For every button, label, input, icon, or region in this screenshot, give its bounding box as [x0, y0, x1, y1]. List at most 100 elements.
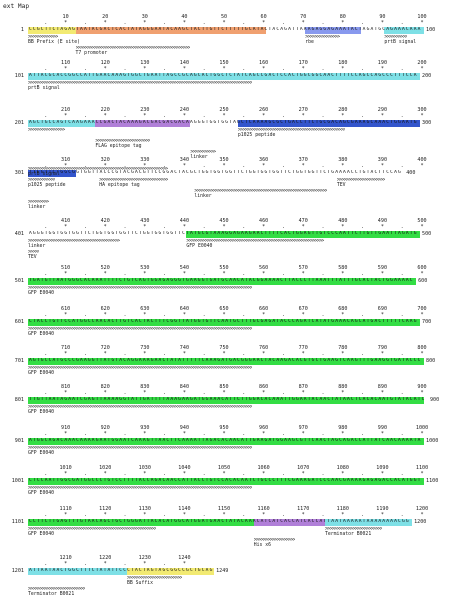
- ruler-minor-tick: .: [163, 163, 167, 169]
- ruler-tick-label: 370: [298, 157, 308, 163]
- feature-highlight-bar: [28, 519, 413, 526]
- end-position: 600: [418, 278, 428, 284]
- feature-arrow: >>>>>>>>>>>>>>>>>>>>>>>>: [95, 139, 151, 144]
- ruler-tick-mark: *: [341, 224, 345, 230]
- ruler-minor-tick: .: [281, 431, 285, 437]
- feature-highlight-rbe: [305, 27, 361, 34]
- ruler-minor-tick: .: [361, 390, 365, 396]
- sequence-row: 1210 *. 1220 *. 1230 *. 1240 *. 1201 ATTAATAACTGG…: [4, 555, 456, 603]
- ruler-tick-label: 1240: [178, 555, 191, 561]
- feature-highlight-bar: [28, 73, 421, 80]
- ruler-minor-tick: .: [123, 390, 127, 396]
- ruler-tick-mark: *: [301, 312, 305, 318]
- ruler-minor-tick: .: [400, 224, 404, 230]
- ruler-tick-mark: *: [262, 512, 266, 518]
- ruler-minor-tick: .: [361, 431, 365, 437]
- ruler-tick-label: 940: [179, 425, 190, 431]
- ruler-tick-mark: *: [262, 66, 266, 72]
- ruler-minor-tick: .: [242, 163, 246, 169]
- feature-arrow: >>>>>>>>>>>>>>>>>>>>>>>>>>>>>>>>>>>>>>>>…: [28, 486, 253, 491]
- ruler-minor-tick: .: [83, 431, 87, 437]
- ruler-tick-label: 130: [140, 60, 150, 66]
- ruler-tick-mark: *: [341, 113, 345, 119]
- ruler-tick-label: 1230: [138, 555, 151, 561]
- ruler-tick-mark: *: [64, 512, 68, 518]
- dna-sequence: ATGGCAGACAAACAAAAGAATGGAATCAAAGTTAACTTCA…: [29, 438, 422, 443]
- end-position: 300: [422, 120, 432, 126]
- feature-label: prtB signal: [28, 86, 60, 91]
- ruler-minor-tick: .: [242, 271, 246, 277]
- ruler-minor-tick: .: [400, 66, 404, 72]
- ruler-tick-mark: *: [420, 163, 424, 169]
- ruler-tick-label: 110: [61, 60, 71, 66]
- feature-label: linker: [194, 194, 212, 199]
- ruler-minor-tick: .: [281, 224, 285, 230]
- ruler-tick-mark: *: [262, 20, 266, 26]
- ruler-minor-tick: .: [163, 20, 167, 26]
- feature-label: prtB signal: [28, 172, 60, 177]
- position-ruler: 310 *. 320 *. 330 *. 340 *. 350 *. 360 *. 370 *. 380 *.…: [28, 157, 426, 171]
- ruler-tick-label: 430: [140, 218, 150, 224]
- ruler-minor-tick: .: [281, 390, 285, 396]
- ruler-tick-mark: *: [103, 271, 107, 277]
- ruler-minor-tick: .: [163, 561, 167, 567]
- position-ruler: 1010 *. 1020 *. 1030 *. 1040 *. 1050 *. 1060 *. 1070…: [28, 465, 428, 479]
- ruler-minor-tick: .: [321, 390, 325, 396]
- ruler-minor-tick: .: [83, 351, 87, 357]
- ruler-tick-label: 150: [219, 60, 229, 66]
- ruler-tick-mark: *: [143, 113, 147, 119]
- ruler-minor-tick: .: [123, 113, 127, 119]
- ruler-minor-tick: .: [361, 471, 365, 477]
- ruler-tick-label: 760: [259, 345, 269, 351]
- ruler-minor-tick: .: [202, 351, 206, 357]
- ruler-tick-label: 30: [141, 14, 148, 20]
- ruler-tick-mark: *: [341, 312, 345, 318]
- ruler-minor-tick: .: [281, 312, 285, 318]
- feature-label: linker: [28, 205, 46, 210]
- ruler-tick-mark: *: [262, 471, 266, 477]
- feature-arrow: >>>>>>>>>>>>>>>>>>>>>>>>>>>>>>>>>>>>>>>>…: [194, 189, 328, 194]
- ruler-tick-label: 160: [259, 60, 269, 66]
- ruler-minor-tick: .: [83, 390, 87, 396]
- ruler-minor-tick: .: [321, 512, 325, 518]
- ruler-minor-tick: .: [123, 66, 127, 72]
- feature-arrow: >>>>>>>>>>>>>>>>>>>>>>>>>>>>>>>>>>>>>>>>…: [28, 327, 253, 332]
- ruler-tick-label: 970: [298, 425, 308, 431]
- ruler-tick-label: 890: [377, 384, 388, 390]
- ruler-minor-tick: .: [83, 163, 87, 169]
- start-position: 1201: [11, 568, 24, 574]
- ruler-tick-mark: *: [182, 163, 186, 169]
- ruler-tick-mark: *: [103, 20, 107, 26]
- ruler-tick-label: 310: [61, 157, 71, 163]
- feature-highlight-bar: [28, 568, 215, 575]
- ruler-minor-tick: .: [83, 20, 87, 26]
- ruler-tick-mark: *: [420, 224, 424, 230]
- ruler-minor-tick: .: [281, 113, 285, 119]
- ruler-tick-mark: *: [301, 390, 305, 396]
- start-position: 601: [14, 319, 24, 325]
- sequence-line: 1 CCGCTTCTAGAGTAATACGACTCACTATAGGGAATACAA…: [4, 27, 456, 34]
- ruler-tick-label: 990: [377, 425, 388, 431]
- position-ruler: 210 *. 220 *. 230 *. 240 *. 250 *. 260 *. 270 *. 280 *.…: [28, 107, 426, 121]
- ruler-minor-tick: .: [44, 431, 48, 437]
- ruler-tick-label: 840: [179, 384, 190, 390]
- ruler-tick-label: 550: [219, 265, 229, 271]
- ruler-tick-label: 1030: [138, 465, 151, 471]
- ruler-tick-mark: *: [380, 66, 384, 72]
- ruler-minor-tick: .: [202, 66, 206, 72]
- ruler-tick-label: 630: [140, 306, 150, 312]
- ruler-tick-mark: *: [222, 471, 226, 477]
- sequence-line: 201 AGCTGCCAGTCAAGAAACCGACTACAAAGACGACGAC…: [4, 120, 456, 127]
- position-ruler: 1210 *. 1220 *. 1230 *. 1240 *.: [28, 555, 424, 569]
- ruler-tick-mark: *: [143, 561, 147, 567]
- sequence-line: 601 CTACCTGTTCCATGGCCAACACTTGTCACTACTTTCG…: [4, 319, 456, 326]
- ruler-tick-mark: *: [341, 163, 345, 169]
- feature-label: linker: [190, 155, 208, 160]
- feature-highlight-gfp: [28, 319, 421, 326]
- ruler-tick-label: 70: [300, 14, 307, 20]
- ruler-tick-mark: *: [103, 431, 107, 437]
- ruler-tick-label: 460: [259, 218, 269, 224]
- feature-label: GFP E0040: [28, 291, 54, 296]
- feature-label: TEV: [336, 183, 346, 188]
- ruler-tick-label: 1080: [336, 465, 349, 471]
